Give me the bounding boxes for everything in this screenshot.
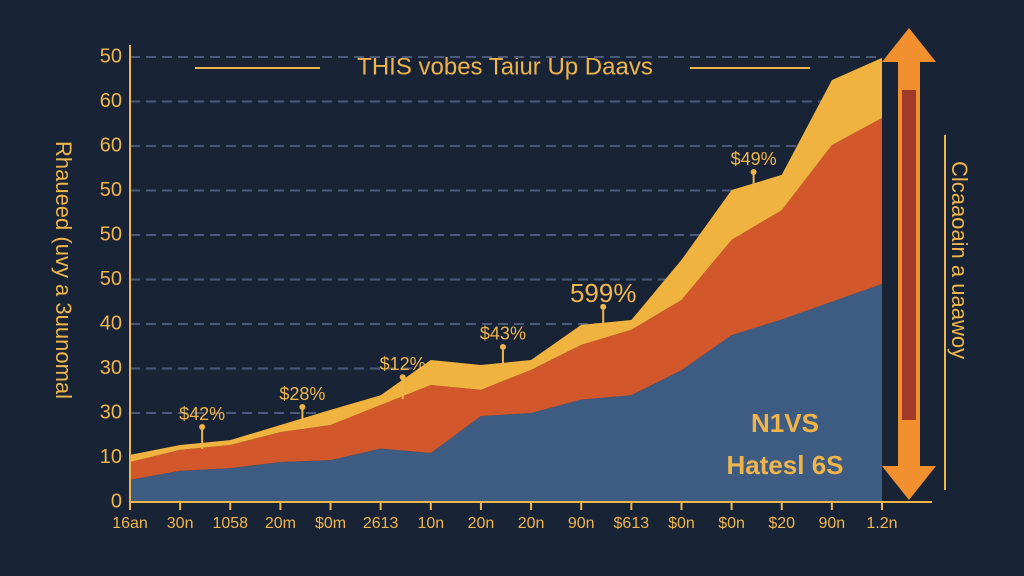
y-tick-label: 50 (100, 268, 122, 290)
y2-axis-label: Clcaaoain a uaawoy (947, 161, 972, 359)
double-arrow (882, 28, 936, 500)
arrow-head (882, 466, 936, 500)
y-tick-label: 60 (100, 134, 122, 156)
annotation-dot (399, 374, 406, 381)
x-tick-label: 90n (819, 515, 846, 532)
legend-text: N1VS (751, 408, 819, 438)
annotation: $43% (480, 324, 526, 344)
annotation: $42% (179, 404, 225, 424)
legend-text: Hatesl 6S (726, 450, 843, 480)
y-tick-label: 40 (100, 312, 122, 334)
annotation: 599% (570, 278, 637, 308)
y-tick-label: 50 (100, 223, 122, 245)
y-tick-label: 30 (100, 357, 122, 379)
y-axis-label: Rhaueed (uvy a 3uunomal (51, 141, 76, 399)
x-tick-label: 10n (417, 515, 444, 532)
x-tick-label: $613 (614, 515, 650, 532)
x-tick-label: $0n (668, 515, 695, 532)
x-tick-label: 90n (568, 515, 595, 532)
x-tick-label: 2613 (363, 515, 399, 532)
annotation-dot (299, 404, 306, 411)
x-tick-label: 30n (167, 515, 194, 532)
y-tick-label: 0 (111, 490, 122, 512)
annotation-dot (499, 343, 506, 350)
y-tick-label: 60 (100, 90, 122, 112)
annotation-dot (199, 424, 206, 431)
arrow-inner (902, 90, 916, 420)
annotation: $28% (279, 384, 325, 404)
x-tick-label: 20n (468, 515, 495, 532)
x-tick-label: 20n (518, 515, 545, 532)
area (130, 117, 882, 480)
arrow-head (882, 28, 936, 62)
area (130, 283, 882, 502)
x-tick-label: 16an (112, 515, 148, 532)
annotation-dot (750, 169, 757, 176)
x-tick-label: 1.2n (866, 515, 897, 532)
x-tick-label: $0n (718, 515, 745, 532)
y-tick-label: 30 (100, 401, 122, 423)
y-tick-label: 50 (100, 45, 122, 67)
annotation-dot (600, 303, 607, 310)
y-tick-label: 50 (100, 179, 122, 201)
x-tick-label: $20 (768, 515, 795, 532)
annotation: $12% (380, 354, 426, 374)
y-tick-label: 10 (100, 446, 122, 468)
x-tick-label: 20m (265, 515, 296, 532)
annotation: $49% (731, 149, 777, 169)
x-tick-label: 1058 (212, 515, 248, 532)
x-tick-label: $0m (315, 515, 346, 532)
